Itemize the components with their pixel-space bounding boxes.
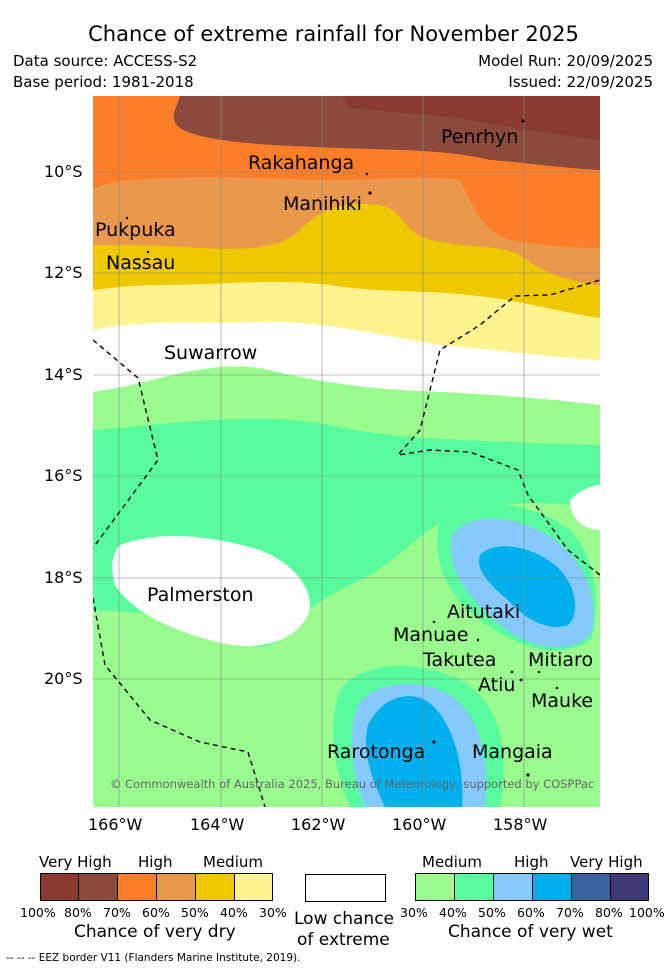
legend-wet-value-70: 70% [556,905,584,920]
swatch-dry-100-80 [40,873,79,901]
region-low-chance-east [570,485,600,530]
takutea-marker [510,670,514,674]
atiu-marker [519,678,523,682]
lon-tick-166w: 166°W [88,815,143,834]
label-manuae: Manuae [393,624,469,646]
swatch-wet-80-100 [610,873,649,901]
region-low-chance-palmerston [112,535,310,646]
mitiaro-marker [537,670,541,674]
lat-tick-10s: 10°S [44,162,83,181]
lon-tick-160w: 160°W [392,815,447,834]
label-palmerston: Palmerston [147,584,254,606]
island-markers [125,119,559,777]
lat-tick-12s: 12°S [44,263,83,282]
pukapuka-marker [125,216,129,220]
lat-tick-16s: 16°S [44,466,83,485]
swatch-wet-60-70 [532,873,572,901]
legend-dry-value-80: 80% [64,905,92,920]
swatch-low-chance [305,874,386,902]
label-penrhyn: Penrhyn [441,126,519,148]
legend-dry-value-100: 100% [20,905,56,920]
legend-dry-value-60: 60% [142,905,170,920]
legend-low-line1: Low chance [294,909,394,929]
eez-footnote: -- -- -- EEZ border V11 (Flanders Marine… [6,952,301,964]
legend-wet-high: High [514,853,549,871]
region-wet-medium-30-40-band [93,367,600,445]
label-rakahanga: Rakahanga [248,152,355,174]
swatch-dry-70-60 [117,873,157,901]
lon-tick-162w: 162°W [291,815,346,834]
swatch-wet-40-50 [454,873,494,901]
region-dry-very-high-100-80 [340,96,600,140]
map-title: Chance of extreme rainfall for November … [88,22,579,46]
nassau-marker [146,250,150,254]
rakahanga-marker [365,172,369,176]
label-manihiki: Manihiki [283,193,362,215]
swatch-wet-70-80 [571,873,611,901]
map-shading [93,96,600,807]
legend-dry-medium: Medium [203,853,263,871]
swatch-dry-40-30 [234,873,273,901]
label-suwarrow: Suwarrow [164,342,258,364]
issued-text: Issued: 22/09/2025 [508,73,653,91]
legend-dry-value-30: 30% [259,905,287,920]
label-takutea: Takutea [423,649,497,671]
label-pukapuka: Pukpuka [95,219,176,241]
legend-dry-title: Chance of very dry [74,922,236,942]
lat-tick-20s: 20°S [44,669,83,688]
aitutaki-marker [432,620,436,624]
penrhyn-marker [521,119,525,123]
lat-tick-14s: 14°S [44,365,83,384]
mauke-marker [555,686,559,690]
region-wet-high-60-70-east [479,546,576,628]
label-nassau: Nassau [106,252,176,274]
swatch-dry-60-50 [156,873,196,901]
model-run-text: Model Run: 20/09/2025 [478,52,653,70]
label-mitiaro: Mitiaro [528,649,594,671]
lon-tick-164w: 164°W [190,815,245,834]
swatch-dry-50-40 [195,873,235,901]
swatch-wet-30-40 [415,873,455,901]
legend-low-line2: of extreme [297,930,390,950]
manihiki-marker [368,191,372,195]
legend-dry-value-50: 50% [181,905,209,920]
legend-dry-very-high: Very High [39,853,112,871]
legend-wet-medium: Medium [422,853,482,871]
region-wet-high-60-70-south [365,696,463,807]
legend-wet-very-high: Very High [570,853,643,871]
eez-border [93,279,600,807]
label-aitutaki: Aitutaki [447,601,521,623]
copyright-notice: © Commonwealth of Australia 2025, Bureau… [110,777,595,791]
legend-wet-value-60: 60% [517,905,545,920]
lat-tick-18s: 18°S [44,568,83,587]
mangaia-marker [526,773,530,777]
legend-wet-value-30: 30% [400,905,428,920]
rarotonga-marker [432,740,436,744]
base-period-text: Base period: 1981-2018 [13,73,194,91]
label-mauke: Mauke [531,690,594,712]
label-rarotonga: Rarotonga [327,741,426,763]
legend-wet-value-100: 100% [629,905,665,920]
legend-dry-high: High [138,853,173,871]
swatch-dry-80-70 [78,873,118,901]
data-source-text: Data source: ACCESS-S2 [13,52,198,70]
legend-wet-value-50: 50% [478,905,506,920]
legend-wet-value-40: 40% [439,905,467,920]
lon-tick-158w: 158°W [493,815,548,834]
label-mangaia: Mangaia [472,741,553,763]
legend-wet-value-80: 80% [595,905,623,920]
gridlines [93,96,600,807]
manuae-marker [476,638,480,642]
legend-dry-value-40: 40% [220,905,248,920]
label-atiu: Atiu [478,674,516,696]
swatch-wet-50-60 [493,873,533,901]
legend-dry-value-70: 70% [103,905,131,920]
legend-wet-title: Chance of very wet [448,922,613,942]
